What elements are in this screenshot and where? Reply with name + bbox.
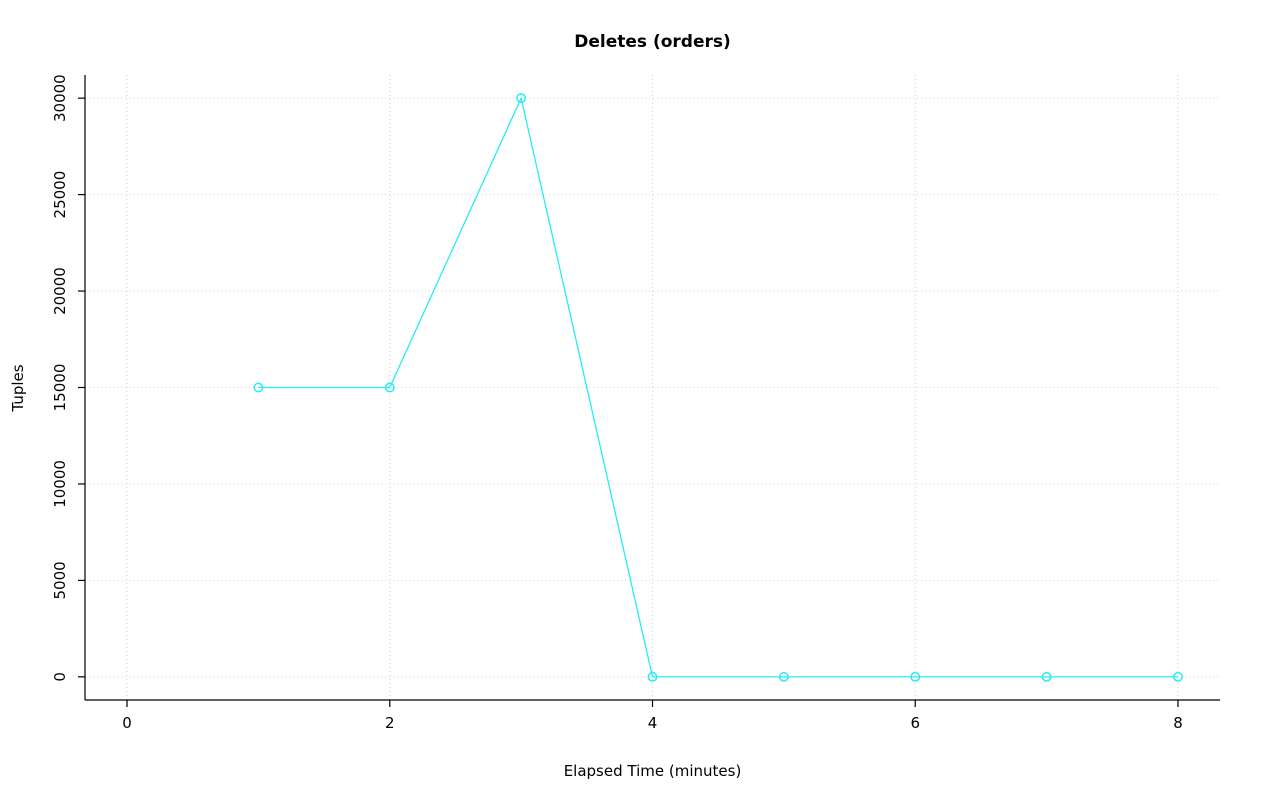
- y-tick-label: 20000: [51, 267, 69, 315]
- x-tick-label: 2: [385, 714, 395, 732]
- data-point: [1041, 671, 1052, 682]
- data-point: [1173, 671, 1183, 682]
- data-point: [253, 382, 264, 393]
- x-tick-label: 4: [648, 714, 658, 732]
- x-tick-label: 8: [1173, 714, 1183, 732]
- y-tick-label: 30000: [51, 74, 69, 122]
- data-point: [647, 671, 658, 682]
- y-axis-label: Tuples: [9, 364, 27, 412]
- y-tick-label: 25000: [51, 171, 69, 219]
- data-line: [258, 97, 1178, 678]
- x-axis-label: Elapsed Time (minutes): [563, 762, 742, 780]
- y-tick-label: 0: [51, 672, 69, 682]
- data-point: [384, 382, 395, 393]
- data-point: [778, 671, 789, 682]
- y-tick-label: 5000: [51, 561, 69, 599]
- x-tick-label: 6: [910, 714, 920, 732]
- y-tick-label: 15000: [51, 364, 69, 412]
- data-point: [910, 671, 921, 682]
- chart-title: Deletes (orders): [574, 32, 731, 52]
- data-point: [516, 93, 527, 104]
- x-tick-label: 0: [122, 714, 132, 732]
- y-tick-label: 10000: [51, 460, 69, 508]
